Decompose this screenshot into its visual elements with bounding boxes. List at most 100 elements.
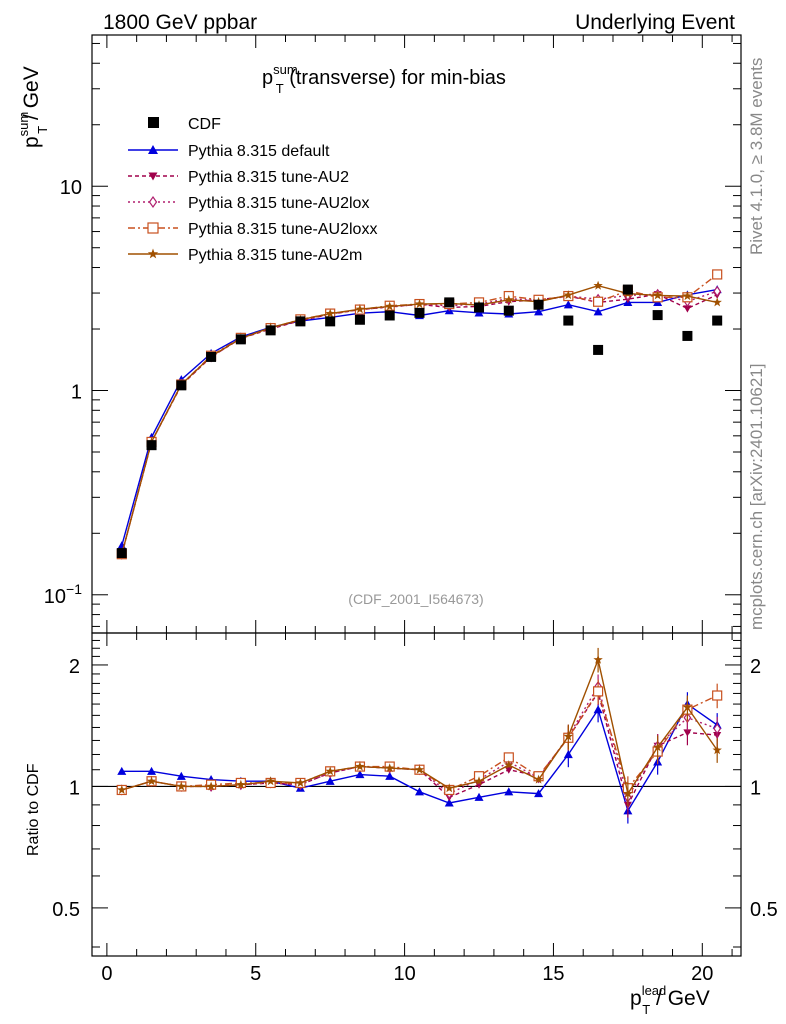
ratio-point-pythia-8-315-tune-au2m <box>474 776 484 786</box>
ratio-point-pythia-8-315-default <box>414 787 424 796</box>
point-pythia-8-315-tune-au2 <box>683 305 692 313</box>
x-tick-label: 10 <box>393 963 415 985</box>
ratio-plot-area <box>92 647 741 824</box>
series-line-pythia-8-315-tune-au2m <box>121 284 718 555</box>
data-point-cdf <box>176 380 187 391</box>
point-pythia-8-315-tune-au2m <box>712 297 722 307</box>
ratio-y-tick-label-right: 1 <box>750 777 761 799</box>
ratio-point-pythia-8-315-tune-au2m <box>504 760 514 769</box>
ratio-point-pythia-8-315-tune-au2m <box>533 774 544 784</box>
ratio-y-tick-label-right: 0.5 <box>750 899 778 921</box>
ratio-y-tick-label-left: 1 <box>69 777 80 799</box>
data-point-cdf <box>652 310 663 321</box>
ratio-point-pythia-8-315-tune-au2m <box>355 761 365 771</box>
x-tick-label: 20 <box>691 963 713 985</box>
point-pythia-8-315-default <box>534 307 544 316</box>
point-pythia-8-315-tune-au2m <box>563 290 573 300</box>
analysis-id: (CDF_2001_I564673) <box>348 591 483 607</box>
data-point-cdf <box>206 351 217 362</box>
ratio-point-pythia-8-315-tune-au2loxx <box>712 690 723 701</box>
data-point-cdf <box>533 299 544 310</box>
ratio-point-pythia-8-315-tune-au2m <box>563 731 573 741</box>
ratio-point-pythia-8-315-default <box>176 771 186 780</box>
ratio-point-pythia-8-315-default <box>385 771 395 780</box>
ratio-y-tick-label-left: 2 <box>69 656 80 678</box>
ratio-point-pythia-8-315-tune-au2m <box>236 779 246 789</box>
ratio-point-pythia-8-315-default <box>563 749 573 759</box>
ratio-point-pythia-8-315-default <box>117 766 127 775</box>
ratio-point-pythia-8-315-default <box>474 792 484 801</box>
ratio-point-pythia-8-315-tune-au2m <box>117 785 127 794</box>
ratio-point-pythia-8-315-default <box>504 787 514 796</box>
ratio-point-pythia-8-315-tune-au2m <box>295 778 306 787</box>
series-line-pythia-8-315-default <box>121 288 718 546</box>
ratio-point-pythia-8-315-tune-au2m <box>444 783 454 793</box>
ratio-point-pythia-8-315-tune-au2m <box>414 764 425 774</box>
data-point-cdf <box>384 310 395 321</box>
main-y-axis-label: psum T / GeV <box>16 66 50 148</box>
x-tick-label: 0 <box>101 963 112 985</box>
series-line-pythia-8-315-tune-au2 <box>121 293 718 555</box>
main-y-tick-label: 1 <box>71 382 82 404</box>
data-point-cdf <box>295 316 306 327</box>
point-pythia-8-315-default <box>593 307 603 316</box>
mcplots-label: mcplots.cern.ch [arXiv:2401.10621] <box>747 364 766 630</box>
data-point-cdf <box>325 316 336 327</box>
data-point-cdf <box>116 548 127 559</box>
data-point-cdf <box>444 297 455 308</box>
point-pythia-8-315-tune-au2m <box>355 304 365 314</box>
legend: CDF Pythia 8.315 default Pythia 8.315 tun… <box>128 116 377 264</box>
point-pythia-8-315-tune-au2m <box>504 294 514 304</box>
point-pythia-8-315-tune-au2lox <box>713 285 722 297</box>
ratio-point-pythia-8-315-tune-au2m <box>682 702 693 712</box>
point-pythia-8-315-tune-au2m <box>414 299 425 309</box>
data-point-cdf <box>235 334 246 345</box>
ratio-point-pythia-8-315-default <box>593 705 603 714</box>
point-pythia-8-315-tune-au2loxx <box>593 296 604 307</box>
ratio-point-pythia-8-315-tune-au2m <box>176 781 186 791</box>
plot-title: psum T (transverse) for min-bias <box>262 62 506 96</box>
legend-marker-pythia-8-315-tune-au2loxx <box>147 222 159 234</box>
point-pythia-8-315-tune-au2m <box>652 290 663 300</box>
ratio-y-tick-label-right: 2 <box>750 656 761 678</box>
ratio-point-pythia-8-315-tune-au2m <box>712 745 722 755</box>
ratio-point-pythia-8-315-default <box>325 776 335 785</box>
ratio-point-pythia-8-315-tune-au2m <box>623 788 633 798</box>
data-point-cdf <box>265 325 276 336</box>
legend-label-pythia-8-315-tune-au2loxx: Pythia 8.315 tune-AU2loxx <box>188 221 377 238</box>
data-point-cdf <box>474 302 485 313</box>
ratio-point-pythia-8-315-tune-au2m <box>385 763 395 773</box>
legend-label-pythia-8-315-tune-au2lox: Pythia 8.315 tune-AU2lox <box>188 195 369 212</box>
legend-marker-pythia-8-315-tune-au2lox <box>148 195 158 209</box>
data-point-cdf <box>146 440 157 451</box>
axes: 0 5 10 15 20 10−1 1 10 0.5 0.5 1 1 2 2 <box>44 35 778 985</box>
ratio-point-pythia-8-315-tune-au2 <box>683 729 692 737</box>
main-y-tick-label: 10 <box>60 177 82 199</box>
point-pythia-8-315-default <box>563 300 573 309</box>
ratio-point-pythia-8-315-tune-au2 <box>504 766 513 774</box>
ratio-point-pythia-8-315-default <box>534 789 544 798</box>
header-left: 1800 GeV ppbar <box>103 11 257 34</box>
ratio-point-pythia-8-315-tune-au2lox <box>713 723 722 735</box>
x-tick-label: 5 <box>250 963 261 985</box>
ratio-point-pythia-8-315-tune-au2m <box>265 776 276 786</box>
ratio-point-pythia-8-315-default <box>355 770 365 779</box>
legend-label-pythia-8-315-tune-au2: Pythia 8.315 tune-AU2 <box>188 169 349 186</box>
data-point-cdf <box>682 330 693 341</box>
series-line-pythia-8-315-tune-au2lox <box>121 290 718 555</box>
ratio-y-tick-label-left: 0.5 <box>52 899 80 921</box>
data-point-cdf <box>622 284 633 295</box>
legend-label-pythia-8-315-tune-au2m: Pythia 8.315 tune-AU2m <box>188 247 362 264</box>
ratio-point-pythia-8-315-tune-au2m <box>325 766 335 776</box>
x-tick-label: 15 <box>542 963 564 985</box>
ratio-point-pythia-8-315-tune-au2m <box>206 781 216 791</box>
legend-label-pythia-8-315-default: Pythia 8.315 default <box>188 143 330 160</box>
legend-label-cdf: CDF <box>188 116 221 133</box>
data-point-cdf <box>414 307 425 318</box>
point-pythia-8-315-tune-au2m <box>325 308 335 318</box>
ratio-point-pythia-8-315-default <box>147 766 157 775</box>
data-point-cdf <box>712 315 723 326</box>
data-point-cdf <box>563 315 574 326</box>
ratio-point-pythia-8-315-tune-au2m <box>652 742 663 752</box>
